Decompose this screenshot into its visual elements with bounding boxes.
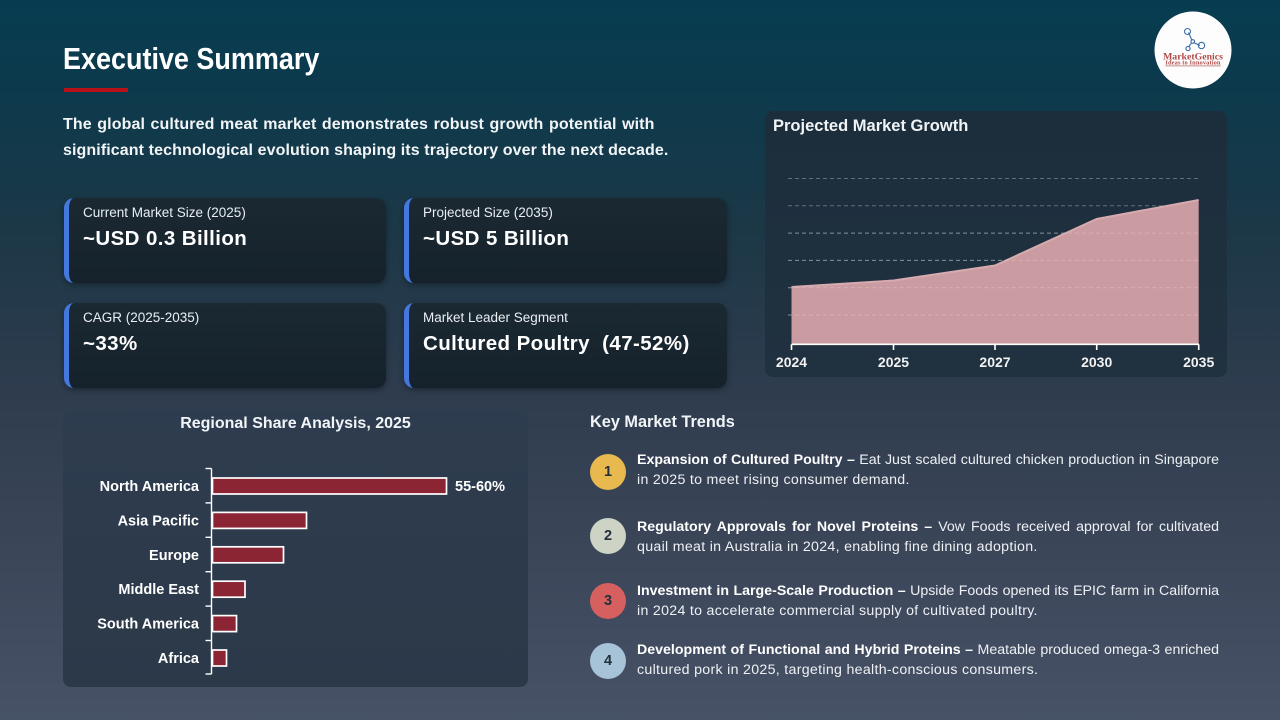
svg-text:North America: North America [100, 479, 200, 495]
svg-text:Ideas to Innovation: Ideas to Innovation [1165, 60, 1221, 67]
svg-text:Asia Pacific: Asia Pacific [118, 513, 199, 529]
svg-text:Middle East: Middle East [118, 582, 199, 598]
svg-text:Europe: Europe [149, 548, 199, 564]
svg-text:Africa: Africa [158, 651, 200, 667]
svg-text:MarketGenics: MarketGenics [1163, 52, 1223, 63]
svg-text:2025: 2025 [878, 354, 909, 370]
svg-text:2035: 2035 [1183, 354, 1214, 370]
svg-text:55-60%: 55-60% [455, 479, 505, 495]
svg-text:South America: South America [97, 617, 200, 633]
svg-text:2027: 2027 [979, 354, 1010, 370]
svg-text:2030: 2030 [1081, 354, 1112, 370]
svg-text:2024: 2024 [776, 354, 807, 370]
